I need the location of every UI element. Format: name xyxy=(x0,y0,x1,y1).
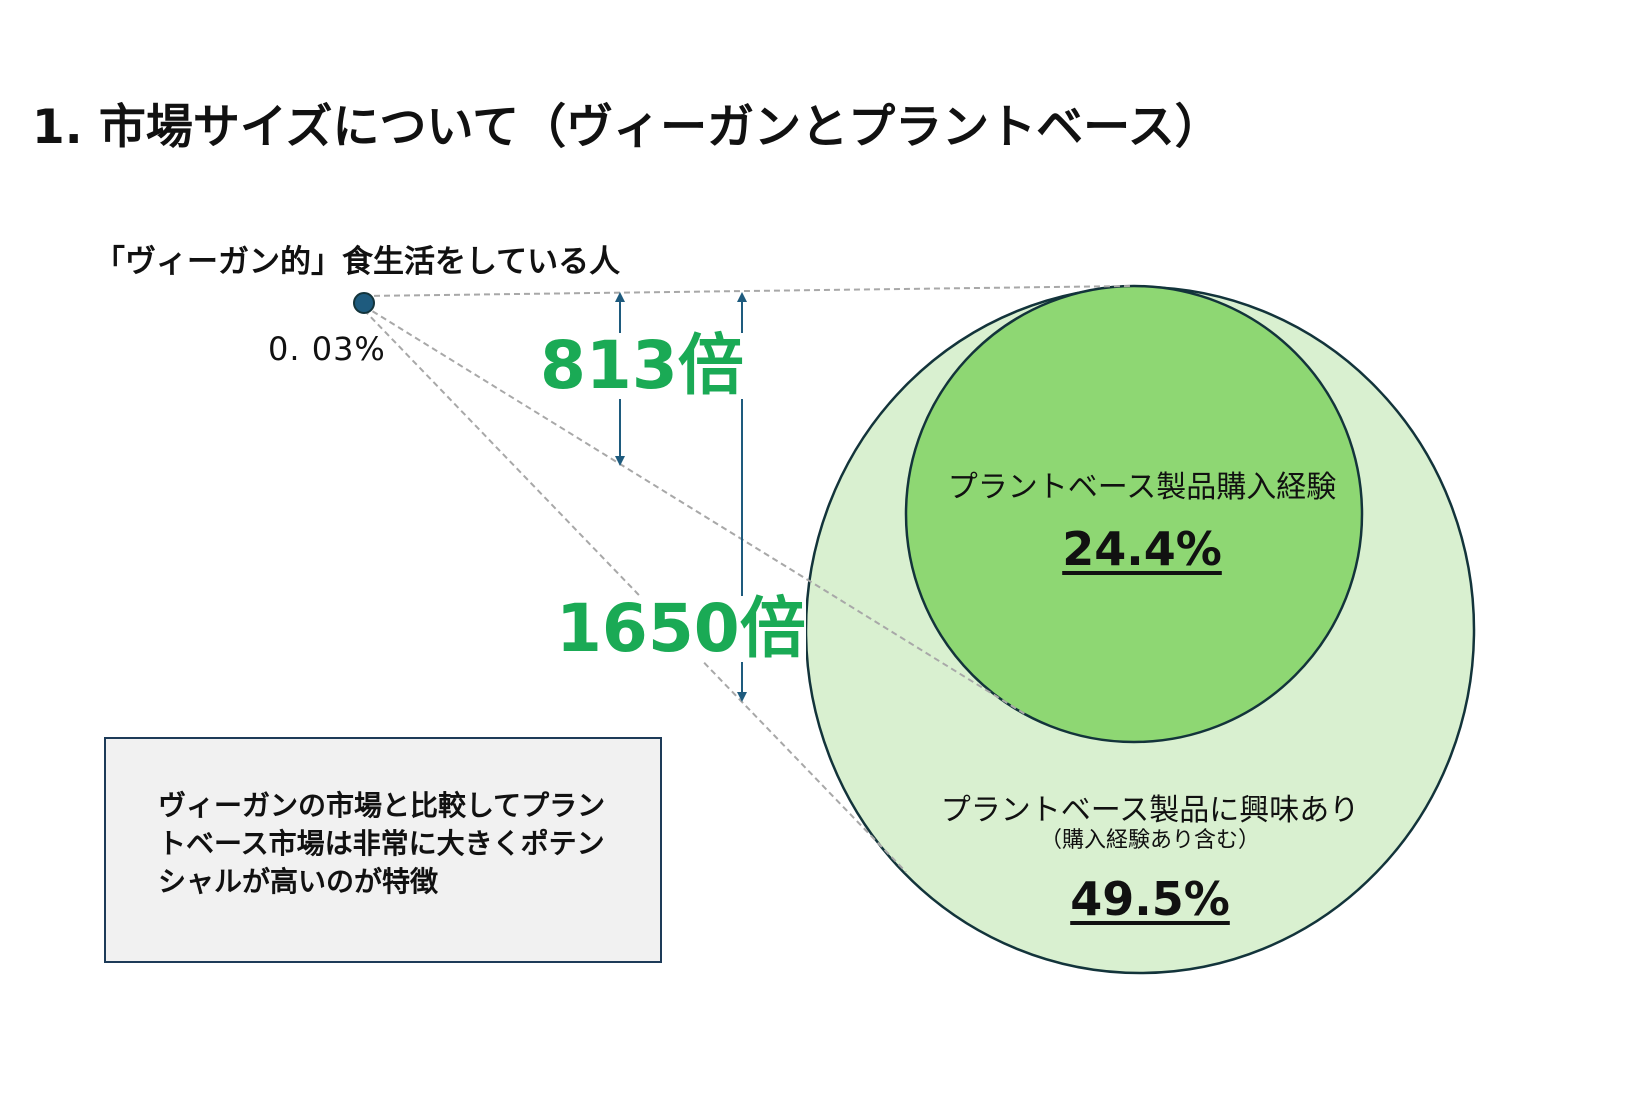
multiplier-1650: 1650倍 xyxy=(556,590,806,667)
note-box: ヴィーガンの市場と比較してプラントベース市場は非常に大きくポテンシャルが高いのが… xyxy=(104,737,662,963)
vegan-caption: 「ヴィーガン的」食生活をしている人 xyxy=(94,244,621,280)
vegan-dot xyxy=(353,292,375,314)
inner-circle xyxy=(904,284,1364,744)
inner-circle-label: プラントベース製品購入経験 xyxy=(947,470,1337,505)
outer-circle-value: 49.5% xyxy=(1070,872,1230,926)
multiplier-813: 813倍 xyxy=(540,327,744,404)
outer-circle-sublabel: （購入経験あり含む） xyxy=(1039,828,1260,853)
vegan-value: 0. 03% xyxy=(268,330,386,368)
inner-circle-value: 24.4% xyxy=(1062,522,1222,576)
slide-title: 1. 市場サイズについて（ヴィーガンとプラントベース） xyxy=(32,100,1222,155)
dashed-connectors xyxy=(363,285,1131,873)
note-text: ヴィーガンの市場と比較してプラントベース市場は非常に大きくポテンシャルが高いのが… xyxy=(158,789,606,898)
outer-circle-label: プラントベース製品に興味あり xyxy=(940,793,1360,828)
